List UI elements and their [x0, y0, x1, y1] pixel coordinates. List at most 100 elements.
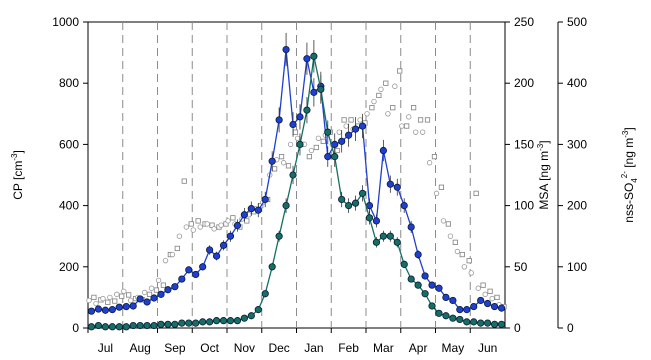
teal-point [254, 306, 262, 314]
blue-point [206, 246, 214, 254]
teal-point [345, 202, 353, 210]
blue-point [463, 306, 471, 314]
blue-point [157, 290, 165, 298]
teal-point [379, 232, 387, 240]
teal-point [157, 320, 165, 328]
scatter-sparse-point [190, 227, 196, 233]
scatter-point [313, 144, 319, 151]
teal-point [386, 232, 394, 240]
blue-point [490, 302, 499, 311]
teal-point [449, 314, 457, 322]
blue-point [296, 113, 304, 121]
blue-point [101, 306, 109, 314]
teal-point [463, 318, 471, 326]
scatter-point [160, 282, 167, 288]
blue-point [324, 153, 332, 161]
teal-point [143, 321, 151, 330]
scatter-sparse-point [371, 98, 377, 105]
blue-point [247, 205, 255, 213]
scatter-sparse-point [141, 289, 148, 296]
scatter-sparse-point [86, 297, 92, 304]
msa-tick-label: 100 [514, 199, 534, 213]
teal-point [303, 106, 311, 114]
scatter-point [272, 166, 278, 172]
scatter-sparse-point [308, 147, 315, 154]
scatter-point [445, 221, 451, 227]
scatter-sparse-point [128, 297, 134, 304]
scatter-sparse-point [489, 295, 495, 302]
axes-layer: Jul Aug Sep Oct Nov Dec Jan Feb Mar Apr May Jun 0 200… [10, 15, 639, 355]
scatter-point [320, 138, 326, 144]
x-tick-label: Mar [373, 341, 394, 355]
teal-point [428, 302, 436, 310]
teal-point [372, 238, 381, 246]
scatter-sparse-point [169, 251, 176, 258]
scatter-sparse-point [93, 300, 99, 307]
scatter-sparse-point [100, 295, 106, 302]
series-layer [87, 32, 506, 331]
teal-point [324, 128, 332, 136]
teal-point [400, 260, 408, 268]
scatter-sparse-point [468, 270, 474, 276]
scatter-sparse-point [162, 257, 169, 264]
blue-point [497, 304, 506, 312]
scatter-sparse-point [107, 294, 113, 301]
scatter-sparse-point [426, 160, 433, 166]
blue-point [428, 281, 436, 289]
scatter-sparse-point [336, 129, 342, 135]
scatter-point [369, 105, 375, 111]
cp-tick-label: 800 [59, 76, 79, 90]
blue-point [185, 266, 193, 274]
blue-point [136, 295, 144, 303]
teal-point [178, 319, 186, 327]
scatter-sparse-point [482, 291, 488, 298]
scatter-sparse-point [197, 224, 203, 230]
x-tick-label: Jul [98, 341, 113, 355]
nss-tick-label: 400 [567, 76, 587, 90]
teal-point [261, 290, 269, 298]
scatter-sparse-point [440, 218, 447, 224]
blue-point [178, 275, 186, 283]
blue-point [108, 306, 116, 314]
teal-point [185, 319, 193, 327]
scatter-point [494, 294, 500, 301]
teal-point [296, 140, 304, 148]
scatter-sparse-point [419, 129, 426, 135]
teal-point [477, 319, 485, 327]
scatter-point [292, 129, 299, 135]
teal-point [101, 323, 109, 331]
teal-point [470, 318, 478, 326]
scatter-point [431, 154, 438, 160]
scatter-point [473, 190, 479, 196]
scatter-sparse-point [315, 135, 322, 141]
scatter-sparse-point [204, 221, 210, 227]
teal-point [212, 317, 221, 325]
scatter-sparse-point [287, 141, 294, 148]
teal-point [136, 321, 144, 330]
msa-tick-label: 200 [514, 76, 534, 90]
blue-point [199, 263, 207, 271]
scatter-point [438, 184, 445, 190]
teal-point [490, 320, 499, 328]
teal-point [282, 202, 290, 210]
blue-point [372, 217, 381, 225]
nss-tick-label: 0 [567, 321, 574, 335]
teal-point [192, 319, 200, 327]
teal-point [219, 317, 228, 325]
scatter-sparse-point [475, 285, 481, 291]
teal-point [171, 320, 179, 328]
teal-point [289, 171, 297, 179]
teal-point [268, 263, 276, 271]
scatter-sparse-point [121, 288, 127, 294]
teal-point [275, 232, 283, 240]
x-tick-label: Jun [478, 341, 497, 355]
scatter-sparse-point [454, 248, 461, 255]
scatter-sparse-point [378, 86, 384, 93]
scatter-sparse-point [343, 123, 349, 129]
cp-axis-title: CP [cm-3] [10, 150, 25, 200]
blue-point [261, 195, 269, 204]
nss-axis-title: nss-SO42- [ng m-3] [620, 127, 639, 222]
scatter-point [390, 105, 396, 111]
blue-point [282, 45, 290, 54]
scatter-sparse-point [294, 135, 301, 141]
